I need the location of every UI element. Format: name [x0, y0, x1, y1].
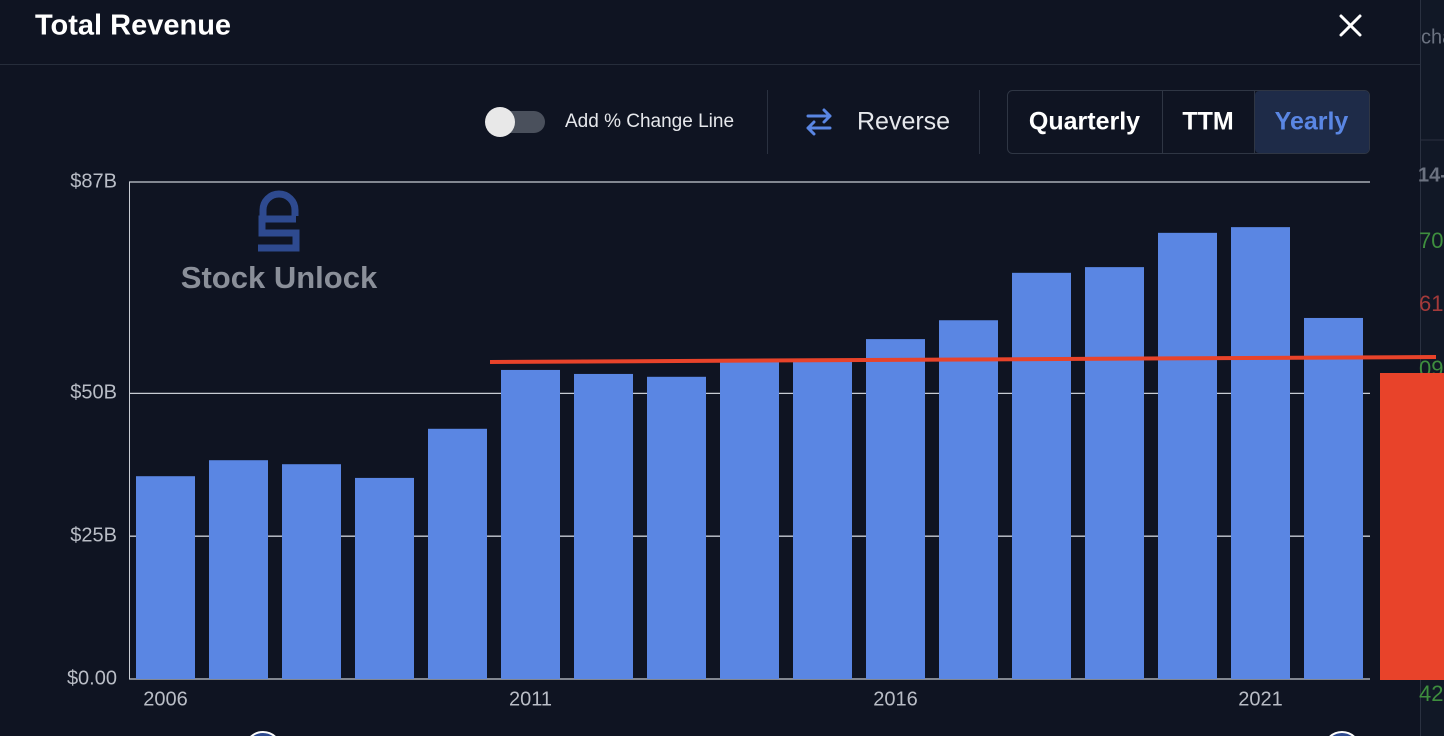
close-button[interactable]	[1339, 14, 1362, 37]
overlay-line	[489, 355, 1437, 364]
watermark-logo	[258, 190, 300, 252]
bg-text: 14-	[1418, 164, 1444, 186]
bg-text: 61	[1419, 291, 1443, 316]
bar	[428, 428, 487, 679]
modal-title: Total Revenue	[35, 10, 231, 42]
bar	[939, 320, 998, 679]
bar	[209, 460, 268, 679]
bar	[282, 464, 341, 679]
period-button[interactable]: Yearly	[1275, 108, 1349, 136]
bg-text: 70	[1419, 228, 1443, 253]
bar	[866, 339, 925, 679]
bar	[1085, 267, 1144, 679]
bar	[1158, 232, 1217, 679]
period-active-bg	[1255, 91, 1369, 153]
bar	[1304, 317, 1363, 679]
reverse-icon[interactable]	[806, 108, 832, 136]
reverse-button[interactable]: Reverse	[857, 108, 950, 136]
x-tick-label: 2011	[509, 688, 552, 710]
bar	[1012, 272, 1071, 679]
bar	[720, 360, 779, 679]
toggle-label: Add % Change Line	[565, 111, 734, 132]
bar	[1231, 227, 1290, 679]
bar	[501, 369, 560, 679]
bar	[355, 477, 414, 679]
slider-handle[interactable]	[245, 731, 281, 736]
y-tick-label: $25B	[70, 524, 117, 546]
slider-handle[interactable]	[1324, 731, 1360, 736]
x-tick-label: 2021	[1238, 688, 1283, 710]
chart: $0.00 $25B $50B $87B 2006 2011 2016 2021	[67, 170, 1370, 710]
period-group-frame	[1007, 90, 1370, 154]
x-tick-label: 2006	[143, 688, 188, 710]
watermark-text: Stock Unlock	[181, 260, 378, 295]
y-tick-label: $0.00	[67, 667, 117, 689]
bar	[136, 476, 195, 679]
period-button[interactable]: TTM	[1182, 108, 1233, 136]
y-tick-label: $87B	[70, 170, 117, 192]
bar	[647, 376, 706, 679]
overlay-block	[1380, 373, 1444, 680]
bar	[574, 373, 633, 679]
bg-text: cha	[1421, 26, 1444, 48]
bar	[793, 360, 852, 679]
period-group: Quarterly TTM Yearly	[1007, 90, 1370, 154]
y-tick-label: $50B	[70, 382, 117, 404]
toggle[interactable]	[485, 107, 545, 137]
bg-text: 42	[1419, 681, 1443, 706]
x-tick-label: 2016	[873, 688, 918, 710]
period-button[interactable]: Quarterly	[1029, 108, 1140, 136]
